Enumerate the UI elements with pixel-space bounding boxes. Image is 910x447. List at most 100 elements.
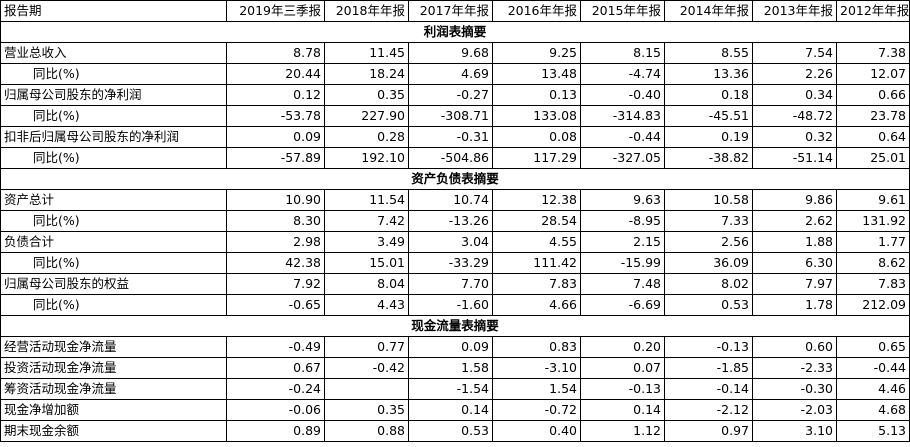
value-cell: -0.24 [226, 378, 325, 400]
row-label: 经营活动现金净流量 [0, 336, 227, 358]
value-cell: 0.35 [324, 399, 409, 421]
value-cell: 1.58 [408, 357, 493, 379]
value-cell: 0.65 [836, 336, 910, 358]
value-cell: 25.01 [836, 147, 910, 169]
value-cell: -0.65 [226, 294, 325, 316]
value-cell: -0.40 [580, 84, 665, 106]
header-row: 报告期 2019年三季报 2018年年报 2017年年报 2016年年报 201… [0, 0, 910, 22]
value-cell: 18.24 [324, 63, 409, 85]
period-header-cell: 2017年年报 [408, 0, 493, 22]
value-cell: 212.09 [836, 294, 910, 316]
value-cell: -1.85 [664, 357, 753, 379]
row-label: 负债合计 [0, 231, 227, 253]
table-row: 资产总计 10.90 11.54 10.74 12.38 9.63 10.58 9.86 9.6… [0, 189, 910, 211]
value-cell: -1.54 [408, 378, 493, 400]
value-cell: 15.01 [324, 252, 409, 274]
value-cell: 0.60 [752, 336, 837, 358]
value-cell: 42.38 [226, 252, 325, 274]
value-cell: 10.74 [408, 189, 493, 211]
value-cell: -2.03 [752, 399, 837, 421]
value-cell: 0.07 [580, 357, 665, 379]
value-cell: 11.54 [324, 189, 409, 211]
row-label: 筹资活动现金净流量 [0, 378, 227, 400]
value-cell: 2.26 [752, 63, 837, 85]
value-cell: 3.04 [408, 231, 493, 253]
value-cell: 13.36 [664, 63, 753, 85]
value-cell: 0.53 [664, 294, 753, 316]
value-cell: 20.44 [226, 63, 325, 85]
value-cell: 117.29 [492, 147, 581, 169]
value-cell: 111.42 [492, 252, 581, 274]
value-cell: 9.86 [752, 189, 837, 211]
value-cell: 0.40 [492, 420, 581, 442]
row-label: 营业总收入 [0, 42, 227, 64]
table-row: 归属母公司股东的权益 7.92 8.04 7.70 7.83 7.48 8.02 7.97 7.… [0, 273, 910, 295]
value-cell: 8.55 [664, 42, 753, 64]
value-cell: 227.90 [324, 105, 409, 127]
value-cell: 0.53 [408, 420, 493, 442]
value-cell: 0.35 [324, 84, 409, 106]
value-cell: 1.88 [752, 231, 837, 253]
value-cell: -0.49 [226, 336, 325, 358]
value-cell: -15.99 [580, 252, 665, 274]
value-cell: 8.04 [324, 273, 409, 295]
section-title: 利润表摘要 [0, 21, 910, 43]
row-label: 同比(%) [0, 147, 227, 169]
value-cell: -0.13 [580, 378, 665, 400]
period-header-cell: 2012年年报 [836, 0, 910, 22]
value-cell: -2.33 [752, 357, 837, 379]
section-title: 现金流量表摘要 [0, 315, 910, 337]
value-cell: -0.44 [836, 357, 910, 379]
value-cell: -3.10 [492, 357, 581, 379]
value-cell: 23.78 [836, 105, 910, 127]
value-cell: 7.38 [836, 42, 910, 64]
value-cell: 0.67 [226, 357, 325, 379]
value-cell: 0.20 [580, 336, 665, 358]
value-cell: 8.02 [664, 273, 753, 295]
value-cell [324, 378, 409, 400]
value-cell: -6.69 [580, 294, 665, 316]
value-cell: 3.10 [752, 420, 837, 442]
value-cell: -48.72 [752, 105, 837, 127]
row-label: 同比(%) [0, 105, 227, 127]
section-header-row: 利润表摘要 [0, 21, 910, 43]
value-cell: -51.14 [752, 147, 837, 169]
value-cell: -0.30 [752, 378, 837, 400]
table-row: 归属母公司股东的净利润 0.12 0.35 -0.27 0.13 -0.40 0.18 0.3… [0, 84, 910, 106]
value-cell: -504.86 [408, 147, 493, 169]
value-cell: 36.09 [664, 252, 753, 274]
row-label: 期末现金余额 [0, 420, 227, 442]
value-cell: 7.42 [324, 210, 409, 232]
value-cell: 0.14 [580, 399, 665, 421]
value-cell: 2.98 [226, 231, 325, 253]
table-row: 同比(%) -57.89 192.10 -504.86 117.29 -327.05 -38… [0, 147, 910, 169]
value-cell: 9.68 [408, 42, 493, 64]
period-header-cell: 2019年三季报 [226, 0, 325, 22]
table-row: 同比(%) 8.30 7.42 -13.26 28.54 -8.95 7.33 2.62 131… [0, 210, 910, 232]
value-cell: 0.88 [324, 420, 409, 442]
period-header-cell: 2015年年报 [580, 0, 665, 22]
table-row: 经营活动现金净流量 -0.49 0.77 0.09 0.83 0.20 -0.13 0.60 0… [0, 336, 910, 358]
value-cell: 0.08 [492, 126, 581, 148]
value-cell: -327.05 [580, 147, 665, 169]
table-row: 同比(%) 20.44 18.24 4.69 13.48 -4.74 13.36 2.26 12… [0, 63, 910, 85]
value-cell: 0.09 [408, 336, 493, 358]
value-cell: 7.97 [752, 273, 837, 295]
row-label: 同比(%) [0, 252, 227, 274]
value-cell: 0.32 [752, 126, 837, 148]
value-cell: 7.83 [492, 273, 581, 295]
value-cell: 0.77 [324, 336, 409, 358]
period-header-cell: 2016年年报 [492, 0, 581, 22]
value-cell: 0.09 [226, 126, 325, 148]
value-cell: -1.60 [408, 294, 493, 316]
value-cell: 9.63 [580, 189, 665, 211]
value-cell: 133.08 [492, 105, 581, 127]
period-header-cell: 2014年年报 [664, 0, 753, 22]
section-header-row: 资产负债表摘要 [0, 168, 910, 190]
value-cell: 0.12 [226, 84, 325, 106]
value-cell: 0.28 [324, 126, 409, 148]
table-row: 现金净增加额 -0.06 0.35 0.14 -0.72 0.14 -2.12 -2.03 4.… [0, 399, 910, 421]
value-cell: 10.90 [226, 189, 325, 211]
